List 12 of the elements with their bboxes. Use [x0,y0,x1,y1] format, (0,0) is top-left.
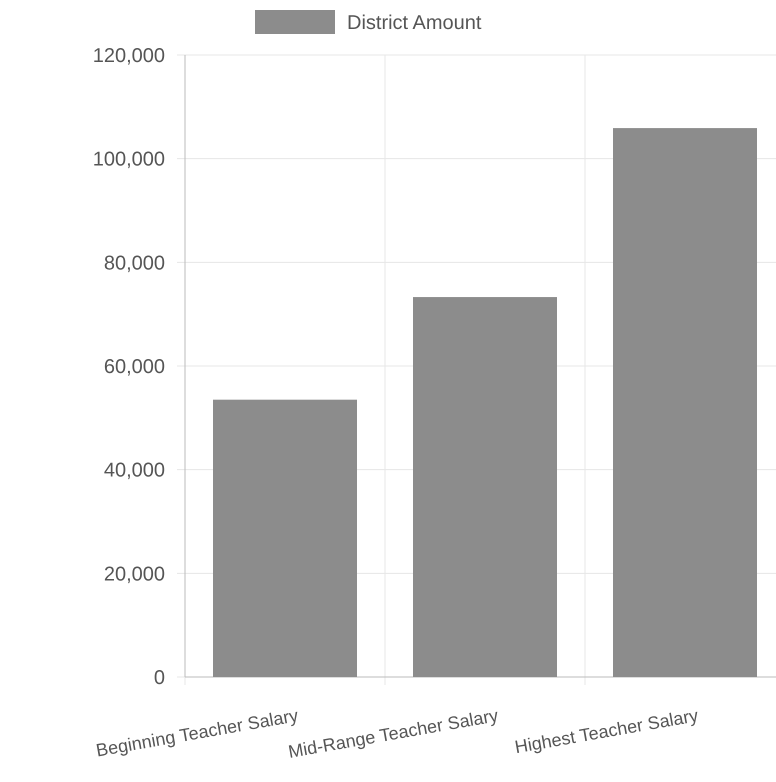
bar [613,128,757,677]
bar [413,297,557,677]
y-tick-label: 0 [154,667,165,689]
bar [213,400,357,677]
y-tick-label: 80,000 [104,252,165,274]
legend-label: District Amount [347,12,482,34]
x-tick-label: Highest Teacher Salary [513,705,700,758]
y-tick-label: 60,000 [104,356,165,378]
y-tick-label: 120,000 [92,45,165,67]
y-tick-label: 20,000 [104,563,165,586]
y-tick-label: 100,000 [92,148,165,171]
y-tick-label: 40,000 [104,460,165,482]
